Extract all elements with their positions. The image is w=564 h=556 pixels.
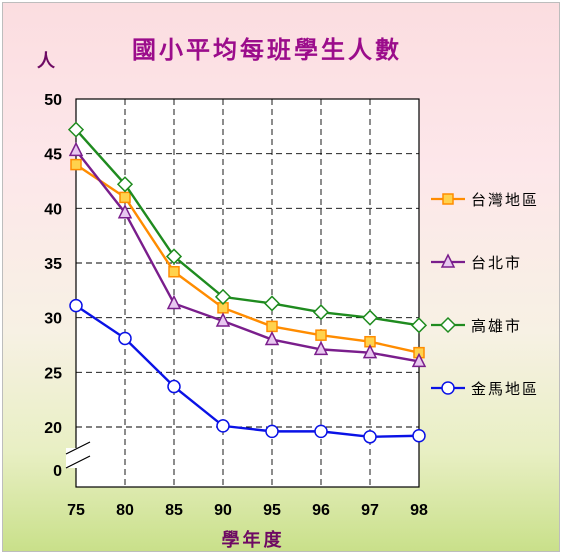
series-line bbox=[75, 149, 420, 363]
x-tick-label: 95 bbox=[263, 502, 281, 519]
data-point bbox=[411, 352, 427, 368]
legend-marker bbox=[439, 316, 457, 334]
axes bbox=[65, 441, 91, 469]
legend-label: 台灣地區 bbox=[471, 191, 539, 209]
series-2 bbox=[67, 121, 428, 334]
data-point bbox=[168, 265, 180, 278]
legend-label: 台北市 bbox=[471, 254, 522, 272]
y-tick-label: 45 bbox=[44, 147, 62, 164]
legend-item: 台灣地區 bbox=[431, 191, 539, 209]
legend-marker bbox=[442, 193, 454, 205]
x-tick-label: 96 bbox=[312, 502, 330, 519]
data-point bbox=[216, 419, 230, 433]
x-tick-label: 90 bbox=[214, 502, 232, 519]
data-point bbox=[116, 176, 134, 193]
data-point bbox=[70, 158, 82, 171]
x-tick-label: 75 bbox=[67, 502, 85, 519]
legend-marker bbox=[440, 253, 456, 268]
legend-item: 高雄市 bbox=[431, 316, 522, 335]
x-tick-label: 97 bbox=[361, 502, 379, 519]
x-tick-label: 85 bbox=[165, 502, 183, 519]
legend-item: 金馬地區 bbox=[431, 380, 539, 398]
series-3 bbox=[69, 298, 426, 444]
data-point bbox=[312, 304, 330, 321]
data-point bbox=[264, 330, 280, 346]
y-tick-label: 30 bbox=[44, 311, 62, 328]
data-point bbox=[361, 309, 379, 326]
data-point bbox=[118, 331, 132, 346]
data-point bbox=[313, 340, 329, 356]
data-point bbox=[410, 317, 428, 334]
chart-title: 國小平均每班學生人數 bbox=[132, 36, 402, 64]
data-point bbox=[363, 430, 377, 444]
data-point bbox=[117, 204, 133, 219]
axis-break-mark bbox=[65, 441, 91, 455]
legend-item: 台北市 bbox=[431, 253, 522, 272]
series-line bbox=[75, 304, 420, 439]
data-point bbox=[266, 320, 278, 333]
series-line bbox=[75, 128, 420, 327]
axis-break-gap bbox=[66, 448, 86, 468]
data-point bbox=[214, 288, 232, 305]
data-point bbox=[263, 295, 281, 312]
tick-labels: 50 45 40 35 30 25 20 0 75 80 85 90 95 96 97 98 bbox=[44, 92, 428, 519]
legend-label: 金馬地區 bbox=[471, 380, 539, 398]
data-point bbox=[167, 379, 181, 394]
chart-frame: 50 45 40 35 30 25 20 0 75 80 85 90 95 96 97 98 台灣地區台北市高… bbox=[2, 2, 560, 552]
data-point bbox=[362, 343, 378, 359]
data-point bbox=[68, 141, 84, 157]
grid bbox=[75, 98, 420, 488]
data-point bbox=[265, 424, 279, 439]
data-point bbox=[412, 428, 426, 443]
plot-area bbox=[75, 98, 420, 488]
y-tick-label: 0 bbox=[53, 463, 62, 480]
data-point bbox=[166, 294, 182, 310]
x-tick-label: 80 bbox=[116, 502, 134, 519]
y-axis-label: 人 bbox=[37, 51, 56, 72]
data-point bbox=[165, 248, 183, 265]
series-1 bbox=[68, 141, 427, 368]
y-tick-label: 35 bbox=[44, 256, 62, 273]
x-axis-label: 學年度 bbox=[222, 529, 285, 551]
data-point bbox=[315, 329, 327, 341]
y-tick-label: 50 bbox=[44, 92, 62, 109]
axis-break-mark bbox=[65, 455, 91, 469]
series-line bbox=[75, 163, 420, 354]
series-layer bbox=[67, 121, 428, 444]
data-point bbox=[215, 312, 231, 327]
y-tick-label: 40 bbox=[44, 201, 62, 218]
y-tick-label: 25 bbox=[44, 365, 62, 382]
legend-label: 高雄市 bbox=[471, 317, 522, 335]
data-point bbox=[69, 298, 83, 313]
data-point bbox=[314, 424, 328, 439]
data-point bbox=[67, 121, 85, 138]
x-tick-label: 98 bbox=[410, 502, 428, 519]
y-tick-label: 20 bbox=[44, 420, 62, 437]
data-point bbox=[119, 191, 131, 204]
legend-marker bbox=[441, 381, 455, 395]
line-chart: 50 45 40 35 30 25 20 0 75 80 85 90 95 96 97 98 台灣地區台北市高… bbox=[37, 36, 539, 551]
